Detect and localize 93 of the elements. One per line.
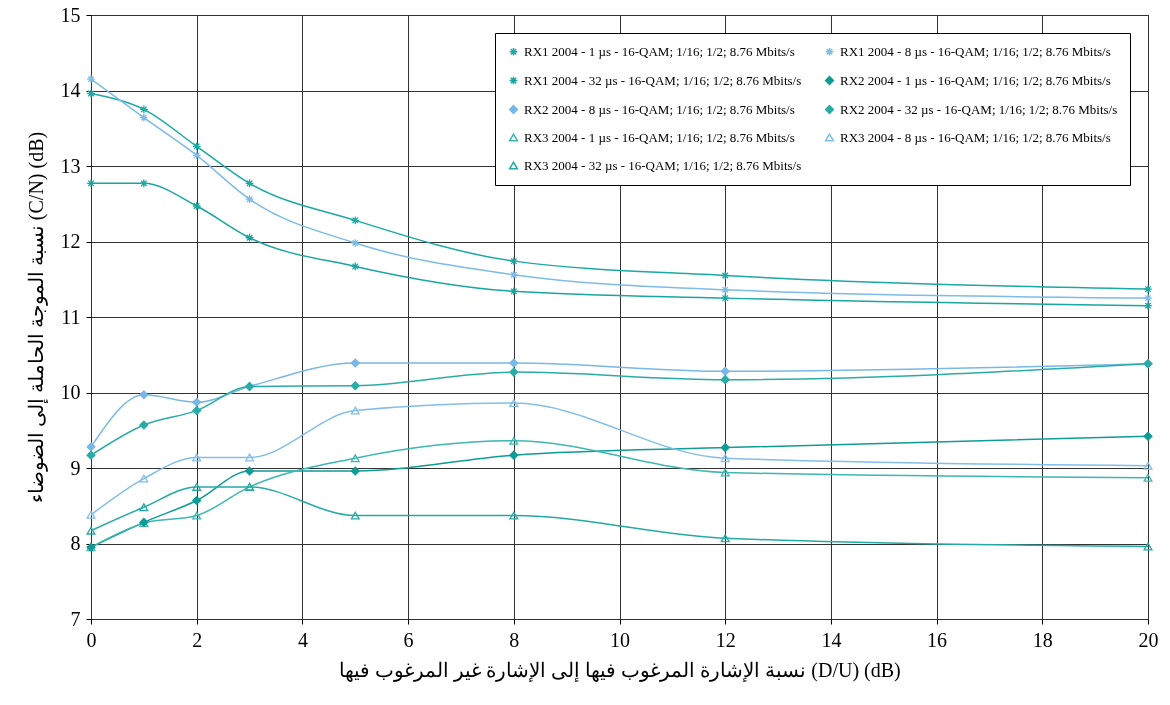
legend-label: RX2 2004 - 1 µs - 16-QAM; 1/16; 1/2; 8.76 Mbits/s — [840, 72, 1111, 88]
point — [192, 495, 202, 505]
point — [509, 367, 519, 377]
x-tick-label: 2 — [192, 628, 203, 651]
point — [1143, 284, 1153, 294]
point — [139, 390, 149, 400]
x-tick-label: 20 — [1138, 628, 1159, 651]
point — [245, 178, 255, 188]
point — [86, 74, 96, 84]
legend-label: RX1 2004 - 32 µs - 16-QAM; 1/16; 1/2; 8.76 Mbits/s — [524, 72, 802, 88]
point — [350, 511, 360, 520]
y-tick-label: 10 — [60, 381, 81, 403]
point — [192, 150, 202, 160]
y-tick-label: 8 — [70, 532, 81, 554]
point — [86, 510, 96, 519]
point — [509, 256, 519, 266]
point — [350, 466, 360, 476]
point — [509, 450, 519, 460]
x-tick-label: 10 — [610, 628, 630, 651]
point — [350, 238, 360, 248]
legend-label: RX1 2004 - 8 µs - 16-QAM; 1/16; 1/2; 8.76 Mbits/s — [840, 43, 1111, 59]
point — [1143, 431, 1153, 441]
point — [1143, 542, 1153, 551]
point — [509, 511, 519, 520]
x-axis-title: نسبة الإشارة المرغوب فيها إلى الإشارة غير المرغوب فيها (D/U) (dB) — [339, 658, 901, 683]
point — [350, 215, 360, 225]
point — [192, 482, 202, 491]
x-tick-label: 18 — [1032, 628, 1053, 651]
y-tick-label: 12 — [60, 230, 81, 252]
point — [509, 436, 519, 445]
point — [720, 454, 730, 463]
legend-label: RX3 2004 - 32 µs - 16-QAM; 1/16; 1/2; 8.76 Mbits/s — [524, 157, 802, 173]
point — [720, 270, 730, 280]
point — [720, 375, 730, 385]
point — [720, 468, 730, 477]
point — [350, 358, 360, 368]
point — [720, 443, 730, 453]
point — [86, 178, 96, 188]
point — [86, 89, 96, 99]
legend-label: RX2 2004 - 8 µs - 16-QAM; 1/16; 1/2; 8.76 Mbits/s — [524, 101, 795, 117]
point — [1143, 301, 1153, 311]
point — [1143, 461, 1153, 470]
x-tick-label: 14 — [821, 628, 842, 651]
y-tick-label: 7 — [70, 607, 81, 630]
point — [139, 178, 149, 188]
y-tick-label: 13 — [60, 154, 81, 177]
legend-label: RX1 2004 - 1 µs - 16-QAM; 1/16; 1/2; 8.76 Mbits/s — [524, 43, 795, 59]
point — [192, 453, 202, 462]
point — [509, 270, 519, 280]
point — [245, 466, 255, 476]
y-tick-label: 15 — [60, 3, 81, 26]
point — [245, 453, 255, 462]
point — [139, 113, 149, 123]
point — [245, 194, 255, 204]
legend-label: RX3 2004 - 1 µs - 16-QAM; 1/16; 1/2; 8.76 Mbits/s — [524, 129, 795, 145]
point — [350, 406, 360, 415]
point — [1143, 473, 1153, 482]
point — [720, 285, 730, 295]
point — [192, 397, 202, 407]
point — [139, 420, 149, 430]
point — [1143, 293, 1153, 303]
point — [245, 233, 255, 243]
point — [192, 511, 202, 520]
point — [509, 399, 519, 408]
point — [86, 442, 96, 452]
point — [720, 534, 730, 543]
point — [192, 141, 202, 151]
point — [139, 474, 149, 483]
point — [509, 358, 519, 368]
x-tick-label: 12 — [715, 628, 736, 651]
y-axis-title: نسبة الموجة الحاملة إلى الضوضاء (C/N) (dB) — [24, 131, 49, 504]
x-tick-label: 8 — [509, 628, 520, 651]
point — [720, 366, 730, 376]
point — [86, 450, 96, 460]
y-tick-label: 9 — [70, 456, 81, 479]
point — [350, 381, 360, 391]
point — [350, 454, 360, 463]
legend-label: RX3 2004 - 8 µs - 16-QAM; 1/16; 1/2; 8.76 Mbits/s — [840, 129, 1111, 145]
x-tick-label: 16 — [927, 628, 948, 651]
point — [86, 526, 96, 535]
point — [509, 286, 519, 296]
y-tick-label: 11 — [61, 305, 81, 328]
x-tick-label: 4 — [297, 628, 308, 651]
y-tick-label: 14 — [60, 79, 81, 101]
x-tick-label: 6 — [403, 628, 414, 651]
point — [192, 201, 202, 211]
point — [139, 104, 149, 114]
point — [192, 406, 202, 416]
legend-label: RX2 2004 - 32 µs - 16-QAM; 1/16; 1/2; 8.76 Mbits/s — [840, 101, 1118, 117]
point — [139, 503, 149, 512]
x-tick-label: 0 — [86, 628, 97, 651]
point — [720, 293, 730, 303]
point — [350, 261, 360, 271]
